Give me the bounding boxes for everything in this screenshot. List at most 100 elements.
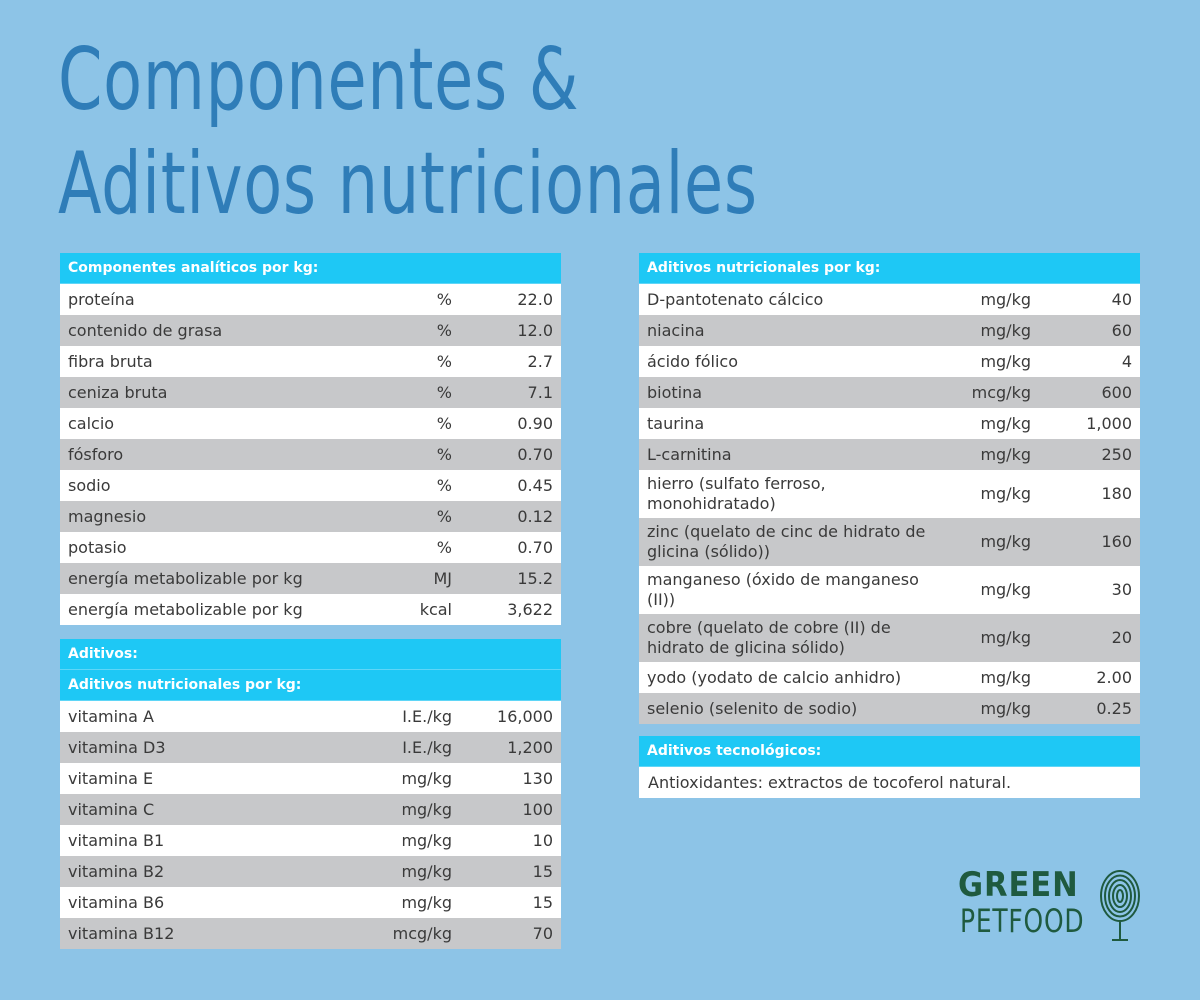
item-value: 15: [460, 856, 561, 887]
table-row: vitamina A I.E./kg 16,000: [60, 701, 561, 732]
additives-header: Aditivos:: [60, 639, 561, 670]
additives-section: Aditivos: Aditivos nutricionales por kg:…: [60, 639, 561, 949]
item-name: magnesio: [60, 501, 380, 532]
table-row: fibra bruta% 2.7: [60, 346, 561, 377]
item-unit: mg/kg: [939, 439, 1039, 470]
item-name: sodio: [60, 470, 380, 501]
item-unit: %: [380, 346, 460, 377]
item-unit: kcal: [380, 594, 460, 625]
item-value: 7.1: [460, 377, 561, 408]
item-value: 70: [460, 918, 561, 949]
item-name: energía metabolizable por kg: [60, 594, 380, 625]
analytic-components-section: Componentes analíticos por kg: proteína%…: [60, 253, 561, 625]
item-unit: mg/kg: [360, 887, 460, 918]
item-name: proteína: [60, 284, 380, 315]
item-value: 12.0: [460, 315, 561, 346]
item-value: 160: [1039, 518, 1140, 566]
nutritional-additives-table: D-pantotenato cálcico mg/kg 40 niacina mg/kg…: [639, 284, 1140, 724]
item-unit: %: [380, 470, 460, 501]
table-row: cobre (quelato de cobre (II) de hidrato …: [639, 614, 1140, 662]
item-value: 15: [460, 887, 561, 918]
table-row: vitamina B12 mcg/kg 70: [60, 918, 561, 949]
item-name: vitamina B6: [60, 887, 360, 918]
item-name: zinc (quelato de cinc de hidrato de glic…: [639, 518, 939, 566]
item-name: biotina: [639, 377, 939, 408]
table-row: potasio% 0.70: [60, 532, 561, 563]
item-name: taurina: [639, 408, 939, 439]
table-row: D-pantotenato cálcico mg/kg 40: [639, 284, 1140, 315]
item-name: cobre (quelato de cobre (II) de hidrato …: [639, 614, 939, 662]
item-name: yodo (yodato de calcio anhidro): [639, 662, 939, 693]
table-row: vitamina D3 I.E./kg 1,200: [60, 732, 561, 763]
item-unit: mg/kg: [939, 662, 1039, 693]
item-value: 0.45: [460, 470, 561, 501]
item-value: 16,000: [460, 701, 561, 732]
technological-additives-section: Aditivos tecnológicos: Antioxidantes: ex…: [639, 736, 1140, 798]
item-unit: %: [380, 315, 460, 346]
item-name: fibra bruta: [60, 346, 380, 377]
item-value: 30: [1039, 566, 1140, 614]
item-unit: %: [380, 408, 460, 439]
item-unit: mg/kg: [939, 566, 1039, 614]
item-name: vitamina B2: [60, 856, 360, 887]
item-unit: %: [380, 532, 460, 563]
table-row: vitamina B6 mg/kg 15: [60, 887, 561, 918]
item-value: 250: [1039, 439, 1140, 470]
title-line-1: Componentes &: [58, 30, 580, 130]
item-value: 0.90: [460, 408, 561, 439]
item-unit: I.E./kg: [360, 701, 460, 732]
item-value: 0.70: [460, 439, 561, 470]
table-row: ceniza bruta% 7.1: [60, 377, 561, 408]
item-value: 1,200: [460, 732, 561, 763]
item-name: hierro (sulfato ferroso, monohidratado): [639, 470, 939, 518]
item-unit: mg/kg: [360, 763, 460, 794]
item-name: contenido de grasa: [60, 315, 380, 346]
item-name: niacina: [639, 315, 939, 346]
item-value: 2.7: [460, 346, 561, 377]
table-row: magnesio% 0.12: [60, 501, 561, 532]
item-value: 0.25: [1039, 693, 1140, 724]
item-unit: mcg/kg: [939, 377, 1039, 408]
item-value: 0.12: [460, 501, 561, 532]
item-value: 130: [460, 763, 561, 794]
fingerprint-tree-icon: [1100, 870, 1140, 941]
item-name: energía metabolizable por kg: [60, 563, 380, 594]
item-value: 15.2: [460, 563, 561, 594]
item-value: 3,622: [460, 594, 561, 625]
item-unit: mg/kg: [360, 825, 460, 856]
item-name: D-pantotenato cálcico: [639, 284, 939, 315]
item-unit: mg/kg: [939, 408, 1039, 439]
item-name: selenio (selenito de sodio): [639, 693, 939, 724]
item-name: vitamina A: [60, 701, 360, 732]
item-name: vitamina B12: [60, 918, 360, 949]
analytic-components-header: Componentes analíticos por kg:: [60, 253, 561, 284]
item-name: vitamina E: [60, 763, 360, 794]
table-row: zinc (quelato de cinc de hidrato de glic…: [639, 518, 1140, 566]
table-row: L-carnitina mg/kg 250: [639, 439, 1140, 470]
table-row: vitamina B2 mg/kg 15: [60, 856, 561, 887]
item-name: ácido fólico: [639, 346, 939, 377]
item-name: potasio: [60, 532, 380, 563]
item-name: calcio: [60, 408, 380, 439]
item-name: vitamina D3: [60, 732, 360, 763]
logo-word-petfood: PETFOOD: [960, 902, 1085, 940]
item-unit: mg/kg: [939, 518, 1039, 566]
item-unit: I.E./kg: [360, 732, 460, 763]
table-row: fósforo% 0.70: [60, 439, 561, 470]
logo-word-green: GREEN: [958, 865, 1079, 905]
item-unit: %: [380, 377, 460, 408]
item-unit: mg/kg: [360, 856, 460, 887]
item-value: 20: [1039, 614, 1140, 662]
table-row: contenido de grasa% 12.0: [60, 315, 561, 346]
item-unit: %: [380, 501, 460, 532]
table-row: sodio% 0.45: [60, 470, 561, 501]
item-unit: mg/kg: [939, 470, 1039, 518]
item-name: fósforo: [60, 439, 380, 470]
table-row: selenio (selenito de sodio) mg/kg 0.25: [639, 693, 1140, 724]
title-line-2: Aditivos nutricionales: [58, 134, 758, 234]
table-row: energía metabolizable por kg kcal 3,622: [60, 594, 561, 625]
table-row: energía metabolizable por kg MJ 15.2: [60, 563, 561, 594]
item-value: 180: [1039, 470, 1140, 518]
item-value: 600: [1039, 377, 1140, 408]
